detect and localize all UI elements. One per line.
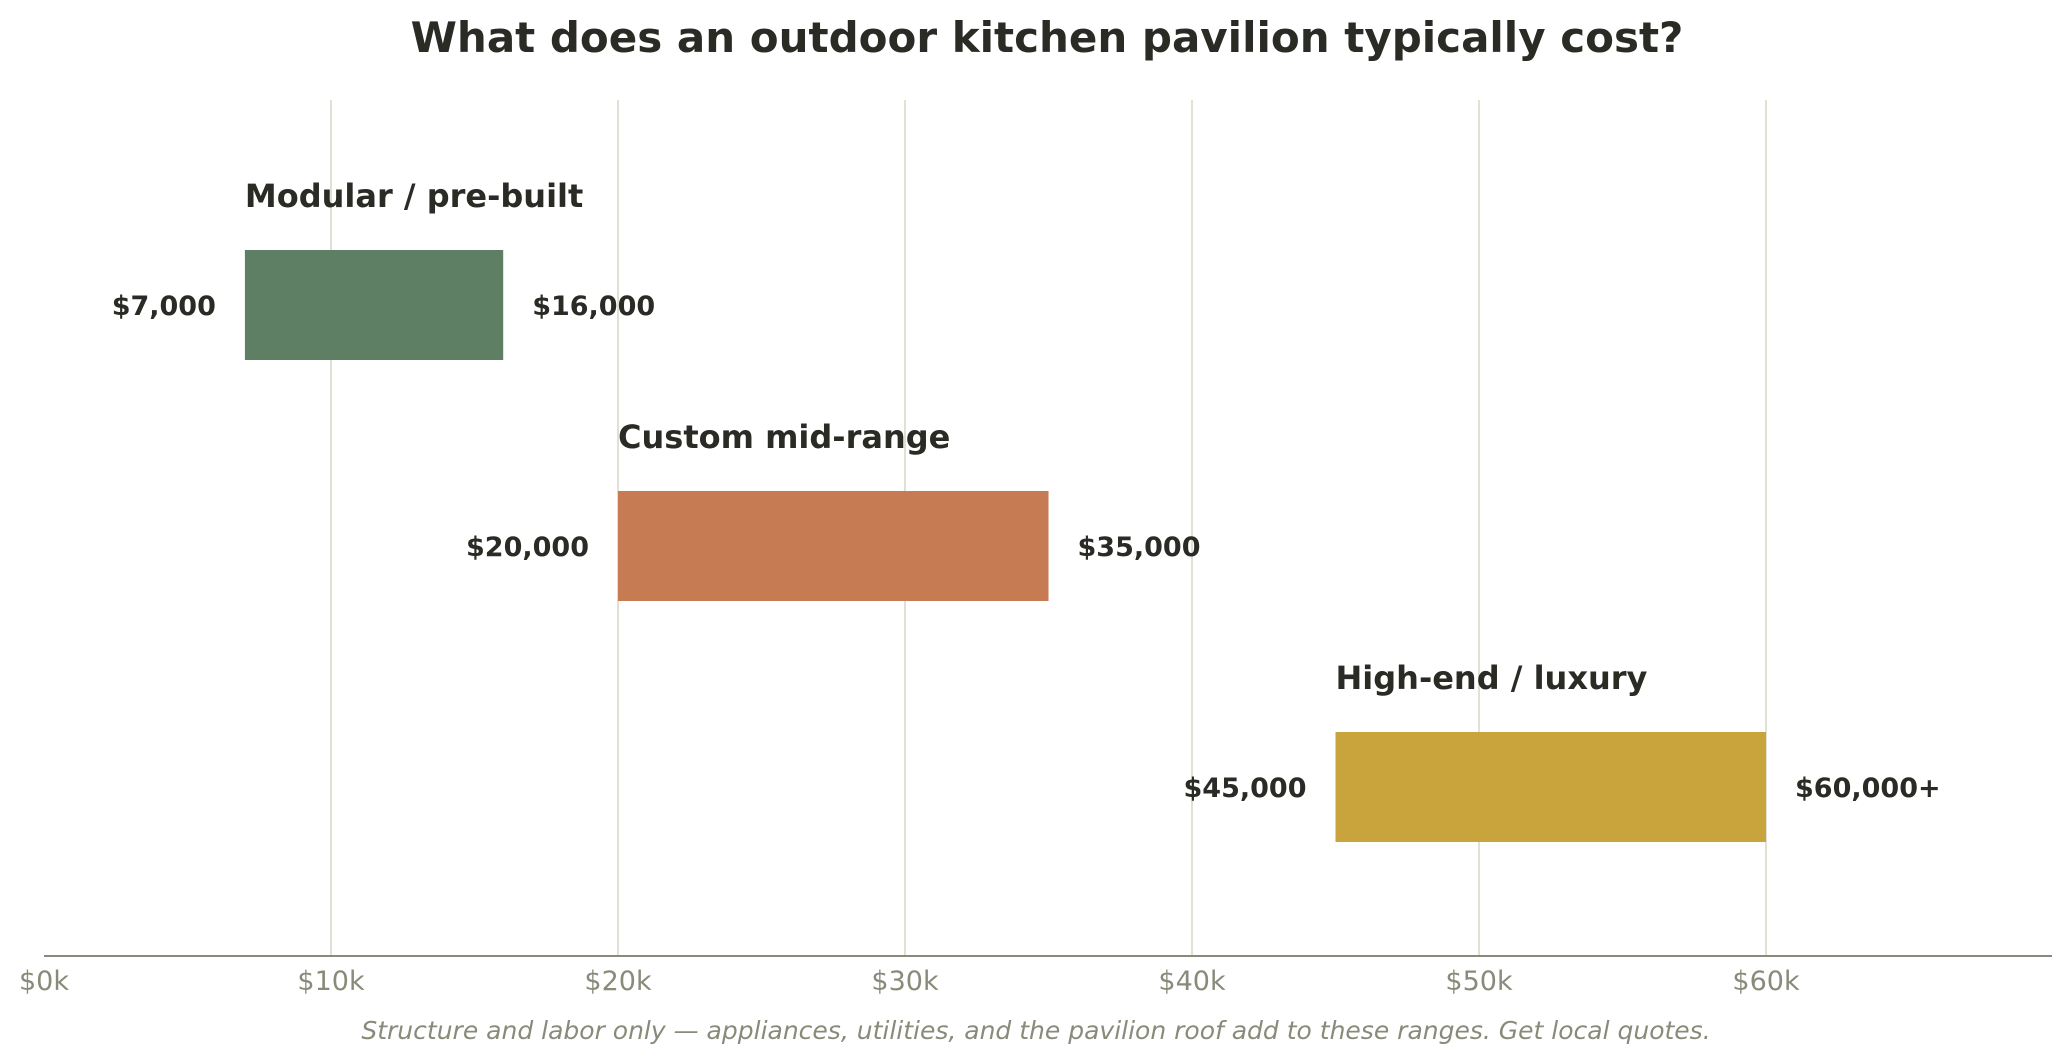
x-tick-label-4: $40k [1158, 966, 1226, 997]
range-group-0: Modular / pre-built $7,000 $16,000 [112, 177, 655, 360]
x-tick-label-3: $30k [871, 966, 939, 997]
x-tick-label-1: $10k [297, 966, 365, 997]
range-high-label-1: $35,000 [1078, 532, 1201, 563]
range-low-label-1: $20,000 [466, 532, 589, 563]
range-low-label-2: $45,000 [1184, 773, 1307, 804]
range-bar-0 [244, 250, 504, 360]
x-tick-label-5: $50k [1445, 966, 1513, 997]
range-bar-2 [1335, 732, 1766, 842]
chart-title: What does an outdoor kitchen pavilion ty… [411, 13, 1684, 62]
category-label-2: High-end / luxury [1336, 659, 1648, 697]
range-high-label-0: $16,000 [532, 291, 655, 322]
range-bar-1 [618, 491, 1049, 601]
range-group-2: High-end / luxury $45,000 $60,000+ [1184, 659, 1941, 842]
range-high-label-2: $60,000+ [1795, 773, 1941, 804]
range-bars: Modular / pre-built $7,000 $16,000 Custom m… [112, 177, 1941, 842]
range-low-label-0: $7,000 [112, 291, 216, 322]
category-label-1: Custom mid-range [618, 418, 950, 456]
chart-caption: Structure and labor only — appliances, u… [361, 1016, 1710, 1045]
range-group-1: Custom mid-range $20,000 $35,000 [466, 418, 1200, 601]
x-tick-label-2: $20k [584, 966, 652, 997]
category-label-0: Modular / pre-built [245, 177, 583, 215]
x-tick-label-0: $0k [19, 966, 69, 997]
x-tick-label-6: $60k [1732, 966, 1800, 997]
x-axis-ticks: $0k $10k $20k $30k $40k $50k $60k [19, 966, 1800, 997]
